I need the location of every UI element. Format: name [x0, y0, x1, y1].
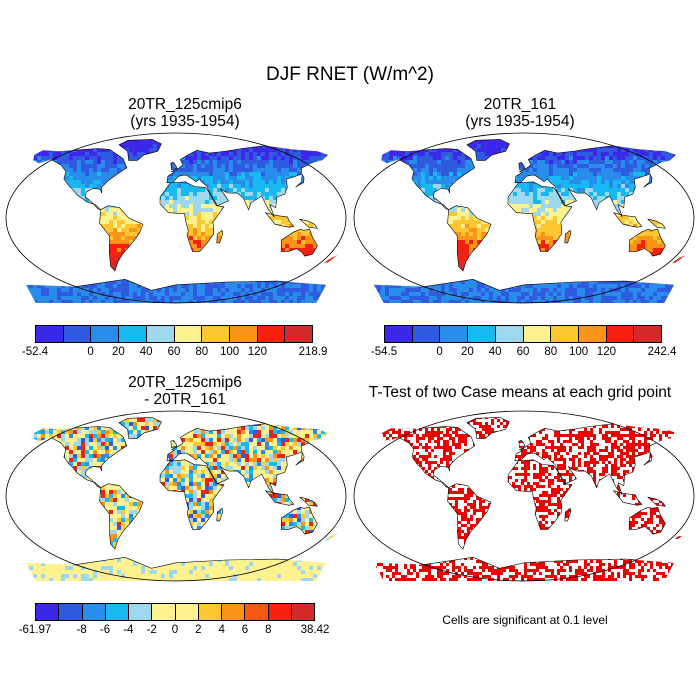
map-case1	[5, 132, 347, 304]
colorbar-swatch	[285, 326, 313, 342]
colorbar-swatch	[634, 326, 662, 342]
colorbar-difference: -61.97 -8 -6 -4 -2 0 2 4 6 8 38.42	[19, 603, 329, 643]
colorbar-tick-label: 100	[220, 346, 240, 358]
colorbar-swatch	[82, 604, 106, 620]
colorbar-tick-label: -52.4	[21, 346, 49, 358]
colorbar-case2: -54.5 0 20 40 60 80 100 120 242.4	[371, 325, 676, 365]
panel-title-line1: 20TR_125cmip6	[128, 96, 242, 113]
colorbar-case1: -52.4 0 20 40 60 80 100 120 218.9	[22, 325, 327, 365]
colorbar-tick-label: 38.42	[300, 624, 330, 636]
panel-title-line2: (yrs 1935-1954)	[465, 113, 575, 130]
colorbar-swatch	[291, 604, 314, 620]
colorbar-swatch	[63, 326, 92, 342]
colorbar-tick-label: 60	[516, 346, 530, 358]
coastlines	[25, 417, 338, 581]
colorbar-swatch	[129, 604, 153, 620]
colorbar-swatch	[523, 326, 552, 342]
colorbar-swatch	[440, 326, 469, 342]
colorbar-tick-label: 6	[241, 624, 249, 636]
colorbar-swatch	[385, 326, 413, 342]
colorbar-swatch	[578, 326, 607, 342]
colorbar-tick-label: 120	[247, 346, 267, 358]
panel-title-case2: 20TR_161 (yrs 1935-1954)	[355, 96, 685, 130]
colorbar-tick-label: 40	[139, 346, 153, 358]
land-field	[373, 417, 686, 581]
map-frame	[5, 410, 347, 582]
colorbar-swatch	[146, 326, 175, 342]
colorbar-tick-label: 40	[488, 346, 502, 358]
colorbar-swatches	[35, 325, 313, 343]
colorbar-tick-label: -6	[99, 624, 111, 636]
panel-title-ttest: T-Test of two Case means at each grid po…	[345, 384, 695, 401]
colorbar-swatch	[174, 326, 203, 342]
colorbar-swatch	[152, 604, 176, 620]
colorbar-tick-label: 8	[265, 624, 272, 636]
panel-title-line1: 20TR_125cmip6	[128, 374, 242, 391]
colorbar-swatches	[384, 325, 662, 343]
colorbar-swatches	[35, 603, 315, 621]
colorbar-swatch	[119, 326, 147, 342]
colorbar-tick-label: -4	[123, 624, 134, 636]
colorbar-swatch	[468, 326, 496, 342]
colorbar-swatch	[412, 326, 441, 342]
colorbar-swatch	[198, 604, 222, 620]
colorbar-swatch	[105, 604, 129, 620]
panel-title-case1: 20TR_125cmip6 (yrs 1935-1954)	[20, 96, 350, 130]
colorbar-tick-label: 80	[195, 346, 209, 358]
colorbar-tick-label: -61.97	[18, 624, 52, 636]
colorbar-swatch	[245, 604, 269, 620]
coastlines	[373, 417, 686, 581]
colorbar-swatch	[551, 326, 579, 342]
colorbar-tick-label: 20	[111, 346, 125, 358]
colorbar-swatch	[257, 326, 286, 342]
colorbar-swatch	[59, 604, 83, 620]
colorbar-tick-label: 242.4	[647, 346, 677, 358]
panel-title-line1: T-Test of two Case means at each grid po…	[368, 384, 672, 401]
coastlines	[373, 139, 686, 303]
map-frame	[353, 410, 695, 582]
colorbar-tick-label: 0	[87, 346, 94, 358]
map-frame	[353, 132, 695, 304]
map-ttest-significance	[353, 410, 695, 582]
colorbar-tick-label: 218.9	[298, 346, 328, 358]
panel-title-line1: 20TR_161	[483, 96, 557, 113]
colorbar-tick-label: 0	[171, 624, 179, 636]
colorbar-swatch	[268, 604, 292, 620]
map-case2	[353, 132, 695, 304]
colorbar-swatch	[495, 326, 524, 342]
colorbar-swatch	[36, 604, 60, 620]
figure-title: DJF RNET (W/m^2)	[266, 64, 434, 85]
colorbar-swatch	[175, 604, 199, 620]
colorbar-swatch	[91, 326, 120, 342]
colorbar-tick-label: 120	[596, 346, 616, 358]
map-difference	[5, 410, 347, 582]
colorbar-tick-label: 4	[218, 624, 225, 636]
colorbar-swatch	[606, 326, 635, 342]
colorbar-swatch	[222, 604, 246, 620]
colorbar-tick-label: 60	[167, 346, 181, 358]
significance-note: Cells are significant at 0.1 level	[442, 613, 608, 627]
panel-title-difference: 20TR_125cmip6 - 20TR_161	[20, 374, 350, 408]
colorbar-tick-label: -2	[146, 624, 157, 636]
colorbar-tick-label: 100	[569, 346, 589, 358]
colorbar-swatch	[36, 326, 64, 342]
map-frame	[5, 132, 347, 304]
colorbar-tick-label: 0	[436, 346, 443, 358]
colorbar-tick-label: -54.5	[370, 346, 398, 358]
colorbar-tick-label: 20	[460, 346, 474, 358]
panel-title-line2: - 20TR_161	[144, 391, 226, 408]
colorbar-swatch	[229, 326, 258, 342]
colorbar-tick-label: -8	[76, 624, 87, 636]
colorbar-tick-label: 2	[195, 624, 202, 636]
panel-title-line2: (yrs 1935-1954)	[130, 113, 240, 130]
colorbar-tick-label: 80	[544, 346, 558, 358]
colorbar-swatch	[202, 326, 230, 342]
